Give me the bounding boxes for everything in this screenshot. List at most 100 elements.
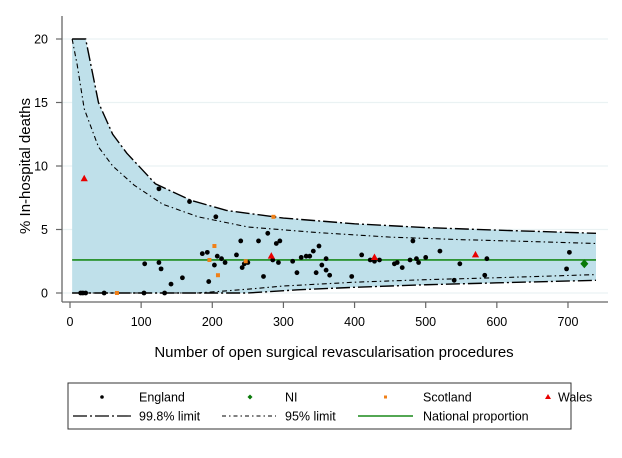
point-england [323,267,329,273]
point-england [265,230,271,236]
point-england [457,261,463,267]
point-england [222,260,228,265]
point-england [410,238,416,244]
x-tick-label: 500 [415,315,436,329]
point-scotland [243,259,248,264]
point-england [158,266,164,272]
x-axis-label: Number of open surgical revascularisatio… [154,344,513,361]
point-england [156,186,162,192]
point-england [294,270,300,276]
point-england [213,214,219,220]
point-england [451,277,457,283]
legend-england-label: England [139,391,185,405]
legend-ni-label: NI [285,391,298,405]
point-england [437,248,443,254]
point-england [416,260,421,265]
point-england [206,279,212,284]
lower-95-limit-line [72,274,597,294]
point-england [564,266,569,272]
point-england [377,257,382,263]
x-tick-label: 600 [486,315,507,329]
point-england [414,256,419,262]
point-england [394,260,400,265]
point-wales [80,174,88,182]
point-england [214,253,220,259]
point-england [212,262,217,268]
point-england [162,290,168,296]
point-england [399,265,405,270]
point-england [307,253,313,259]
legend-scotland-marker [384,395,387,399]
point-england [359,252,365,258]
y-tick-label: 5 [41,223,48,237]
point-england [238,238,244,244]
point-england [367,257,373,263]
x-tick-label: 700 [558,315,579,329]
point-scotland [215,273,220,278]
x-tick-label: 300 [273,315,294,329]
legend-england-marker [100,395,104,399]
y-axis-label: % In-hospital deaths [17,98,34,234]
point-england [290,258,296,264]
point-england [180,275,185,281]
legend: England NI Scotland Wales 99.8% limit 95% lim… [67,382,592,430]
point-england [484,256,490,262]
legend-national-proportion-label: National proportion [423,410,529,424]
plot-area [71,38,597,296]
point-england [323,256,329,262]
point-england [349,274,355,279]
x-tick-label: 200 [202,315,223,329]
point-england [199,251,205,257]
point-england [423,255,429,260]
point-england [83,290,89,296]
x-tick-label: 100 [131,315,152,329]
point-england [168,281,174,287]
point-wales [267,252,275,259]
y-ticks: 0 5 10 15 20 [34,33,62,301]
point-ni [580,259,589,269]
legend-wales-marker [545,394,551,399]
point-scotland [207,257,212,262]
point-england [407,257,413,263]
x-tick-label: 400 [344,315,365,329]
point-england [277,238,283,244]
point-england [276,260,281,265]
legend-scotland-label: Scotland [423,391,472,405]
x-tick-label: 0 [67,315,74,329]
legend-ni-marker [247,394,253,400]
point-england [567,249,572,255]
point-england [101,290,107,296]
point-england [141,290,147,296]
y-tick-label: 15 [34,96,48,110]
point-wales [471,250,480,258]
y-tick-label: 10 [34,160,48,174]
upper-99-8-limit-line [72,38,597,235]
point-england [319,262,325,268]
axes [61,16,608,303]
lower-99-8-limit-line [72,279,597,294]
point-wales [370,253,379,260]
point-scotland [212,244,217,249]
point-england [256,238,261,244]
point-england [156,260,162,265]
y-tick-label: 20 [34,33,48,47]
point-scotland [114,291,119,295]
point-england [142,261,148,267]
point-england [298,255,304,260]
point-scotland [271,214,276,219]
point-england [310,248,316,254]
point-england [303,253,309,259]
point-england [313,270,319,276]
point-england [187,199,192,204]
legend-wales-label: Wales [558,391,592,405]
point-england [372,258,377,264]
point-england [273,241,279,246]
upper-95-limit-line [71,38,597,245]
point-england [482,272,488,278]
legend-99-8-limit-label: 99.8% limit [139,410,201,424]
legend-box [67,382,572,430]
point-england [270,257,276,263]
point-england [327,272,333,278]
point-england [316,243,322,249]
